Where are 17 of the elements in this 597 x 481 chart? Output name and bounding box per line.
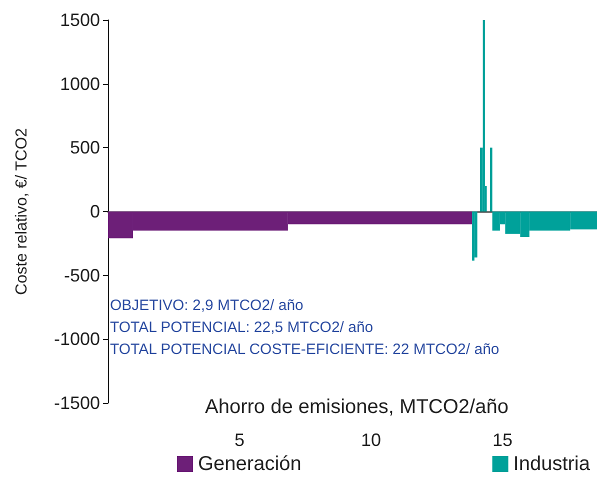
annotation: TOTAL POTENCIAL: 22,5 MTCO2/ año (110, 319, 374, 336)
y-tick-label: 500 (70, 138, 100, 158)
y-tick-label: -500 (64, 265, 100, 286)
legend-label: Industria (513, 453, 591, 475)
y-tick-label: 1000 (60, 74, 100, 94)
y-tick-label: 0 (90, 202, 100, 222)
x-tick-label: 10 (361, 430, 382, 450)
y-tick-label: 1500 (60, 10, 100, 30)
x-tick-label: 5 (234, 430, 245, 450)
x-tick-label: 15 (492, 430, 513, 450)
y-tick-label: -1500 (54, 393, 100, 413)
annotation: TOTAL POTENCIAL COSTE-EFICIENTE: 22 MTCO2/ año (110, 341, 500, 358)
x-axis-title: Ahorro de emisiones, MTCO2/año (205, 396, 508, 418)
legend-label: Generación (198, 453, 302, 475)
y-tick-label: -1000 (54, 329, 100, 350)
y-axis-title: Coste relativo, €/ TCO2 (14, 128, 30, 295)
annotation: OBJETIVO: 2,9 MTCO2/ año (110, 297, 304, 314)
